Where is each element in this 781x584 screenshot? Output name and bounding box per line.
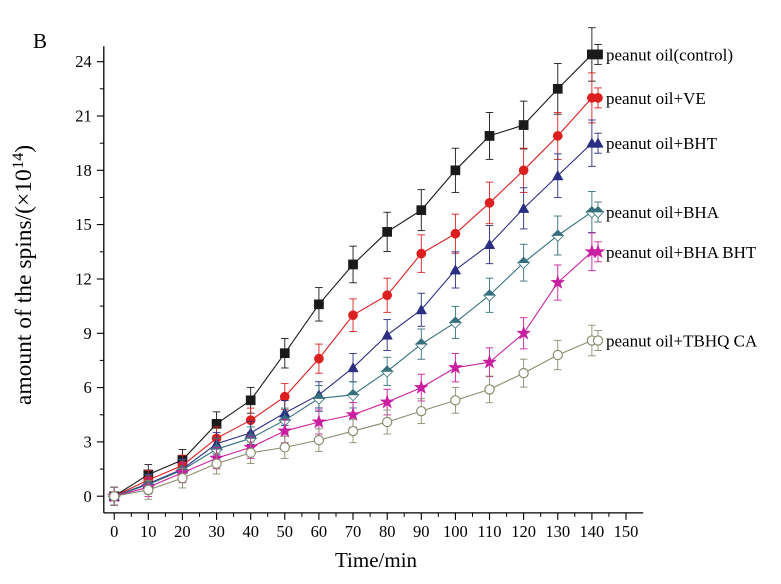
svg-text:30: 30 (208, 522, 225, 541)
svg-text:6: 6 (84, 378, 92, 397)
svg-text:60: 60 (311, 522, 328, 541)
svg-text:B: B (33, 29, 47, 53)
svg-text:50: 50 (277, 522, 294, 541)
svg-text:peanut oil+BHA: peanut oil+BHA (606, 203, 720, 222)
svg-text:9: 9 (84, 324, 92, 343)
svg-text:80: 80 (379, 522, 396, 541)
svg-text:0: 0 (84, 487, 92, 506)
svg-text:20: 20 (174, 522, 191, 541)
svg-text:3: 3 (84, 432, 92, 451)
svg-text:peanut oil+BHT: peanut oil+BHT (606, 134, 718, 153)
svg-text:40: 40 (242, 522, 259, 541)
svg-text:10: 10 (140, 522, 157, 541)
svg-text:90: 90 (413, 522, 430, 541)
svg-text:24: 24 (75, 52, 92, 71)
svg-text:150: 150 (614, 522, 639, 541)
svg-text:70: 70 (345, 522, 362, 541)
svg-text:21: 21 (75, 107, 92, 126)
svg-text:peanut oil+TBHQ CA: peanut oil+TBHQ CA (606, 332, 758, 351)
svg-text:peanut oil+BHA BHT: peanut oil+BHA BHT (606, 243, 757, 262)
svg-text:140: 140 (580, 522, 605, 541)
svg-text:110: 110 (477, 522, 501, 541)
svg-text:12: 12 (75, 270, 92, 289)
svg-text:peanut oil(control): peanut oil(control) (606, 45, 733, 64)
svg-text:120: 120 (511, 522, 536, 541)
svg-text:100: 100 (443, 522, 468, 541)
svg-text:18: 18 (75, 161, 92, 180)
svg-text:15: 15 (75, 215, 92, 234)
svg-text:0: 0 (110, 522, 118, 541)
svg-text:amount of the spins/(×1014): amount of the spins/(×1014) (10, 145, 37, 405)
svg-text:130: 130 (545, 522, 570, 541)
svg-text:Time/min: Time/min (335, 548, 418, 572)
svg-text:peanut oil+VE: peanut oil+VE (606, 89, 706, 108)
